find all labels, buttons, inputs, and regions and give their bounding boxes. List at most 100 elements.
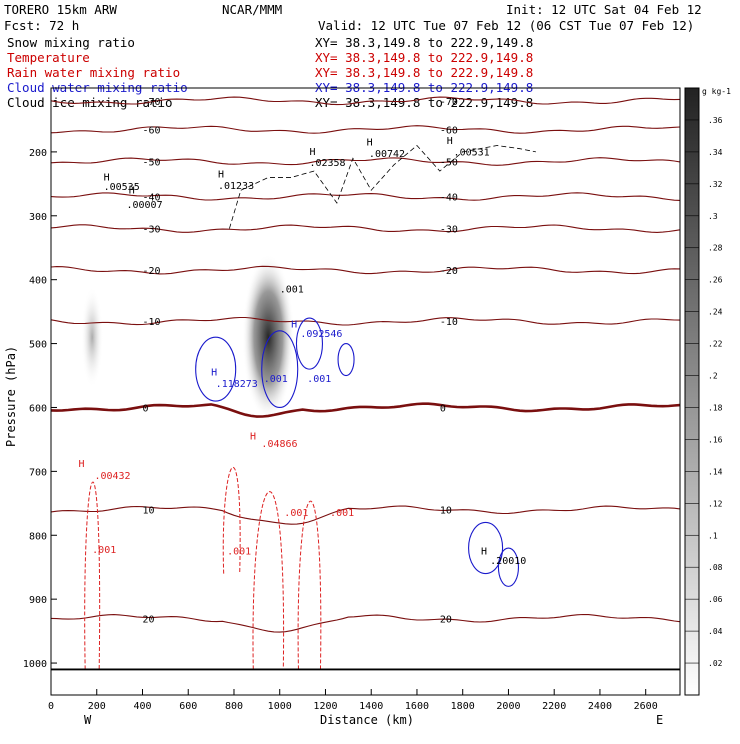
cloud-water-contour <box>295 317 324 370</box>
temperature-contour-10 <box>51 505 680 525</box>
temperature-contour-label: 10 <box>142 506 154 517</box>
rain-water-contour <box>252 491 285 670</box>
temperature-contour-label: 0 <box>440 403 446 414</box>
temperature-contour-label: 10 <box>440 506 452 517</box>
temperature-contour-label: -30 <box>440 225 458 236</box>
temperature-contour-label: -60 <box>440 126 458 137</box>
max-annotation: H <box>309 147 315 158</box>
rain-water-contour <box>84 481 101 670</box>
colorbar-tick-label: .06 <box>708 595 723 604</box>
colorbar-tick-label: .04 <box>708 627 723 636</box>
rain-water-contour <box>222 466 241 574</box>
y-tick-label: 200 <box>29 148 47 159</box>
max-annotation: .001 <box>92 545 116 556</box>
colorbar-tick-label: .08 <box>708 563 723 572</box>
cloud-water-contour <box>468 521 504 575</box>
max-annotation: .118273 <box>216 379 258 390</box>
colorbar-gradient <box>684 87 700 696</box>
cloud-water-contour <box>497 547 520 587</box>
field-xy-2: XY= 38.3,149.8 to 222.9,149.8 <box>315 65 533 80</box>
x-tick-label: 0 <box>48 701 54 712</box>
temperature-contour--40 <box>51 192 680 201</box>
max-annotation: H <box>104 173 110 184</box>
x-tick-label: 600 <box>179 701 197 712</box>
x-tick-label: 400 <box>133 701 151 712</box>
x-tick-label: 1000 <box>268 701 292 712</box>
x-axis: 0 200 400 600 800 1000 1200 1400 1600 1800 2000 220… <box>48 689 658 712</box>
colorbar-tick-label: .02 <box>708 659 723 668</box>
max-annotation: H <box>218 169 224 180</box>
x-tick-label: 1600 <box>405 701 429 712</box>
max-annotation: .20010 <box>490 556 526 567</box>
max-annotations: H.00535H.00007H.01233H.02358H.00742H.005… <box>78 136 526 567</box>
temperature-contour-label: -10 <box>142 317 160 328</box>
max-annotation: H <box>447 136 453 147</box>
max-annotation: .00742 <box>369 149 405 160</box>
colorbar: g kg-1 .02 .04 .06 .08 .1 .12 .14 .16 .18 .2 .22 .2… <box>684 87 731 696</box>
y-tick-label: 800 <box>29 531 47 542</box>
colorbar-tick-label: .28 <box>708 244 723 253</box>
colorbar-tick-label: .1 <box>708 531 718 540</box>
max-annotation: .001 <box>284 508 308 519</box>
colorbar-tick-label: .16 <box>708 435 723 444</box>
rain-water-contour <box>297 500 322 670</box>
header-init: Init: 12 UTC Sat 04 Feb 12 <box>506 2 702 17</box>
max-annotation: .001 <box>264 374 288 385</box>
colorbar-tick-label: .34 <box>708 148 723 157</box>
temperature-contour--70 <box>51 96 680 106</box>
max-annotation: H <box>129 185 135 196</box>
max-annotation: H <box>291 320 297 331</box>
temperature-contour-label: 20 <box>142 614 154 625</box>
colorbar-tick-label: .36 <box>708 116 723 125</box>
x-tick-label: 1400 <box>359 701 383 712</box>
header-model-name: TORERO 15km ARW <box>4 2 117 17</box>
header-valid: Valid: 12 UTC Tue 07 Feb 12 (06 CST Tue … <box>318 18 694 33</box>
temperature-contour--30 <box>51 224 680 233</box>
cloud-water-contour <box>261 330 299 409</box>
max-annotation: .01233 <box>218 181 254 192</box>
temperature-contour-labels: -70 -70 -60 -60 -50 -50 -40 -40 -30 -30 -20 -20 -10 -… <box>142 97 457 626</box>
temperature-contour-label: -10 <box>440 317 458 328</box>
x-tick-label: 800 <box>225 701 243 712</box>
cloud-water-contour <box>195 336 237 402</box>
max-annotation: .00007 <box>126 200 162 211</box>
temperature-contour-label: 0 <box>142 403 148 414</box>
east-label: E <box>656 713 663 727</box>
cloud-water-contours <box>195 317 520 587</box>
header-forecast: Fcst: 72 h <box>4 18 79 33</box>
y-tick-label: 900 <box>29 595 47 606</box>
temperature-contour-label: -20 <box>142 266 160 277</box>
max-annotation: .092546 <box>300 329 342 340</box>
max-annotation: H <box>78 459 84 470</box>
y-axis-label: Pressure (hPa) <box>4 346 18 447</box>
temperature-contour-label: -70 <box>440 97 458 108</box>
max-annotation: .001 <box>280 284 304 295</box>
max-annotation: .001 <box>227 546 251 557</box>
temperature-contour-label: -20 <box>440 266 458 277</box>
temperature-contour-label: -60 <box>142 126 160 137</box>
x-tick-label: 200 <box>88 701 106 712</box>
x-tick-label: 2400 <box>588 701 612 712</box>
field-name-1: Temperature <box>7 50 90 65</box>
max-annotation: .00531 <box>454 148 490 159</box>
x-axis-label: Distance (km) <box>320 713 414 727</box>
field-xy-0: XY= 38.3,149.8 to 222.9,149.8 <box>315 35 533 50</box>
colorbar-unit: g kg-1 <box>702 87 731 96</box>
max-annotation: H <box>367 138 373 149</box>
field-xy-4: XY= 38.3,149.8 to 222.9,149.8 <box>315 95 533 110</box>
colorbar-tick-label: .2 <box>708 372 718 381</box>
field-name-0: Snow mixing ratio <box>7 35 135 50</box>
field-name-2: Rain water mixing ratio <box>7 65 180 80</box>
x-tick-label: 2000 <box>496 701 520 712</box>
x-tick-label: 2200 <box>542 701 566 712</box>
temperature-contour--20 <box>51 265 680 275</box>
y-tick-label: 1000 <box>23 659 47 670</box>
colorbar-tick-label: .24 <box>708 308 723 317</box>
temperature-contour--50 <box>51 157 680 166</box>
cloud-ice-core-0 <box>242 254 295 421</box>
max-annotation: H <box>250 431 256 442</box>
x-tick-label: 1200 <box>313 701 337 712</box>
max-annotation: .04866 <box>261 439 297 450</box>
plot-frame <box>50 87 681 696</box>
y-tick-label: 400 <box>29 276 47 287</box>
